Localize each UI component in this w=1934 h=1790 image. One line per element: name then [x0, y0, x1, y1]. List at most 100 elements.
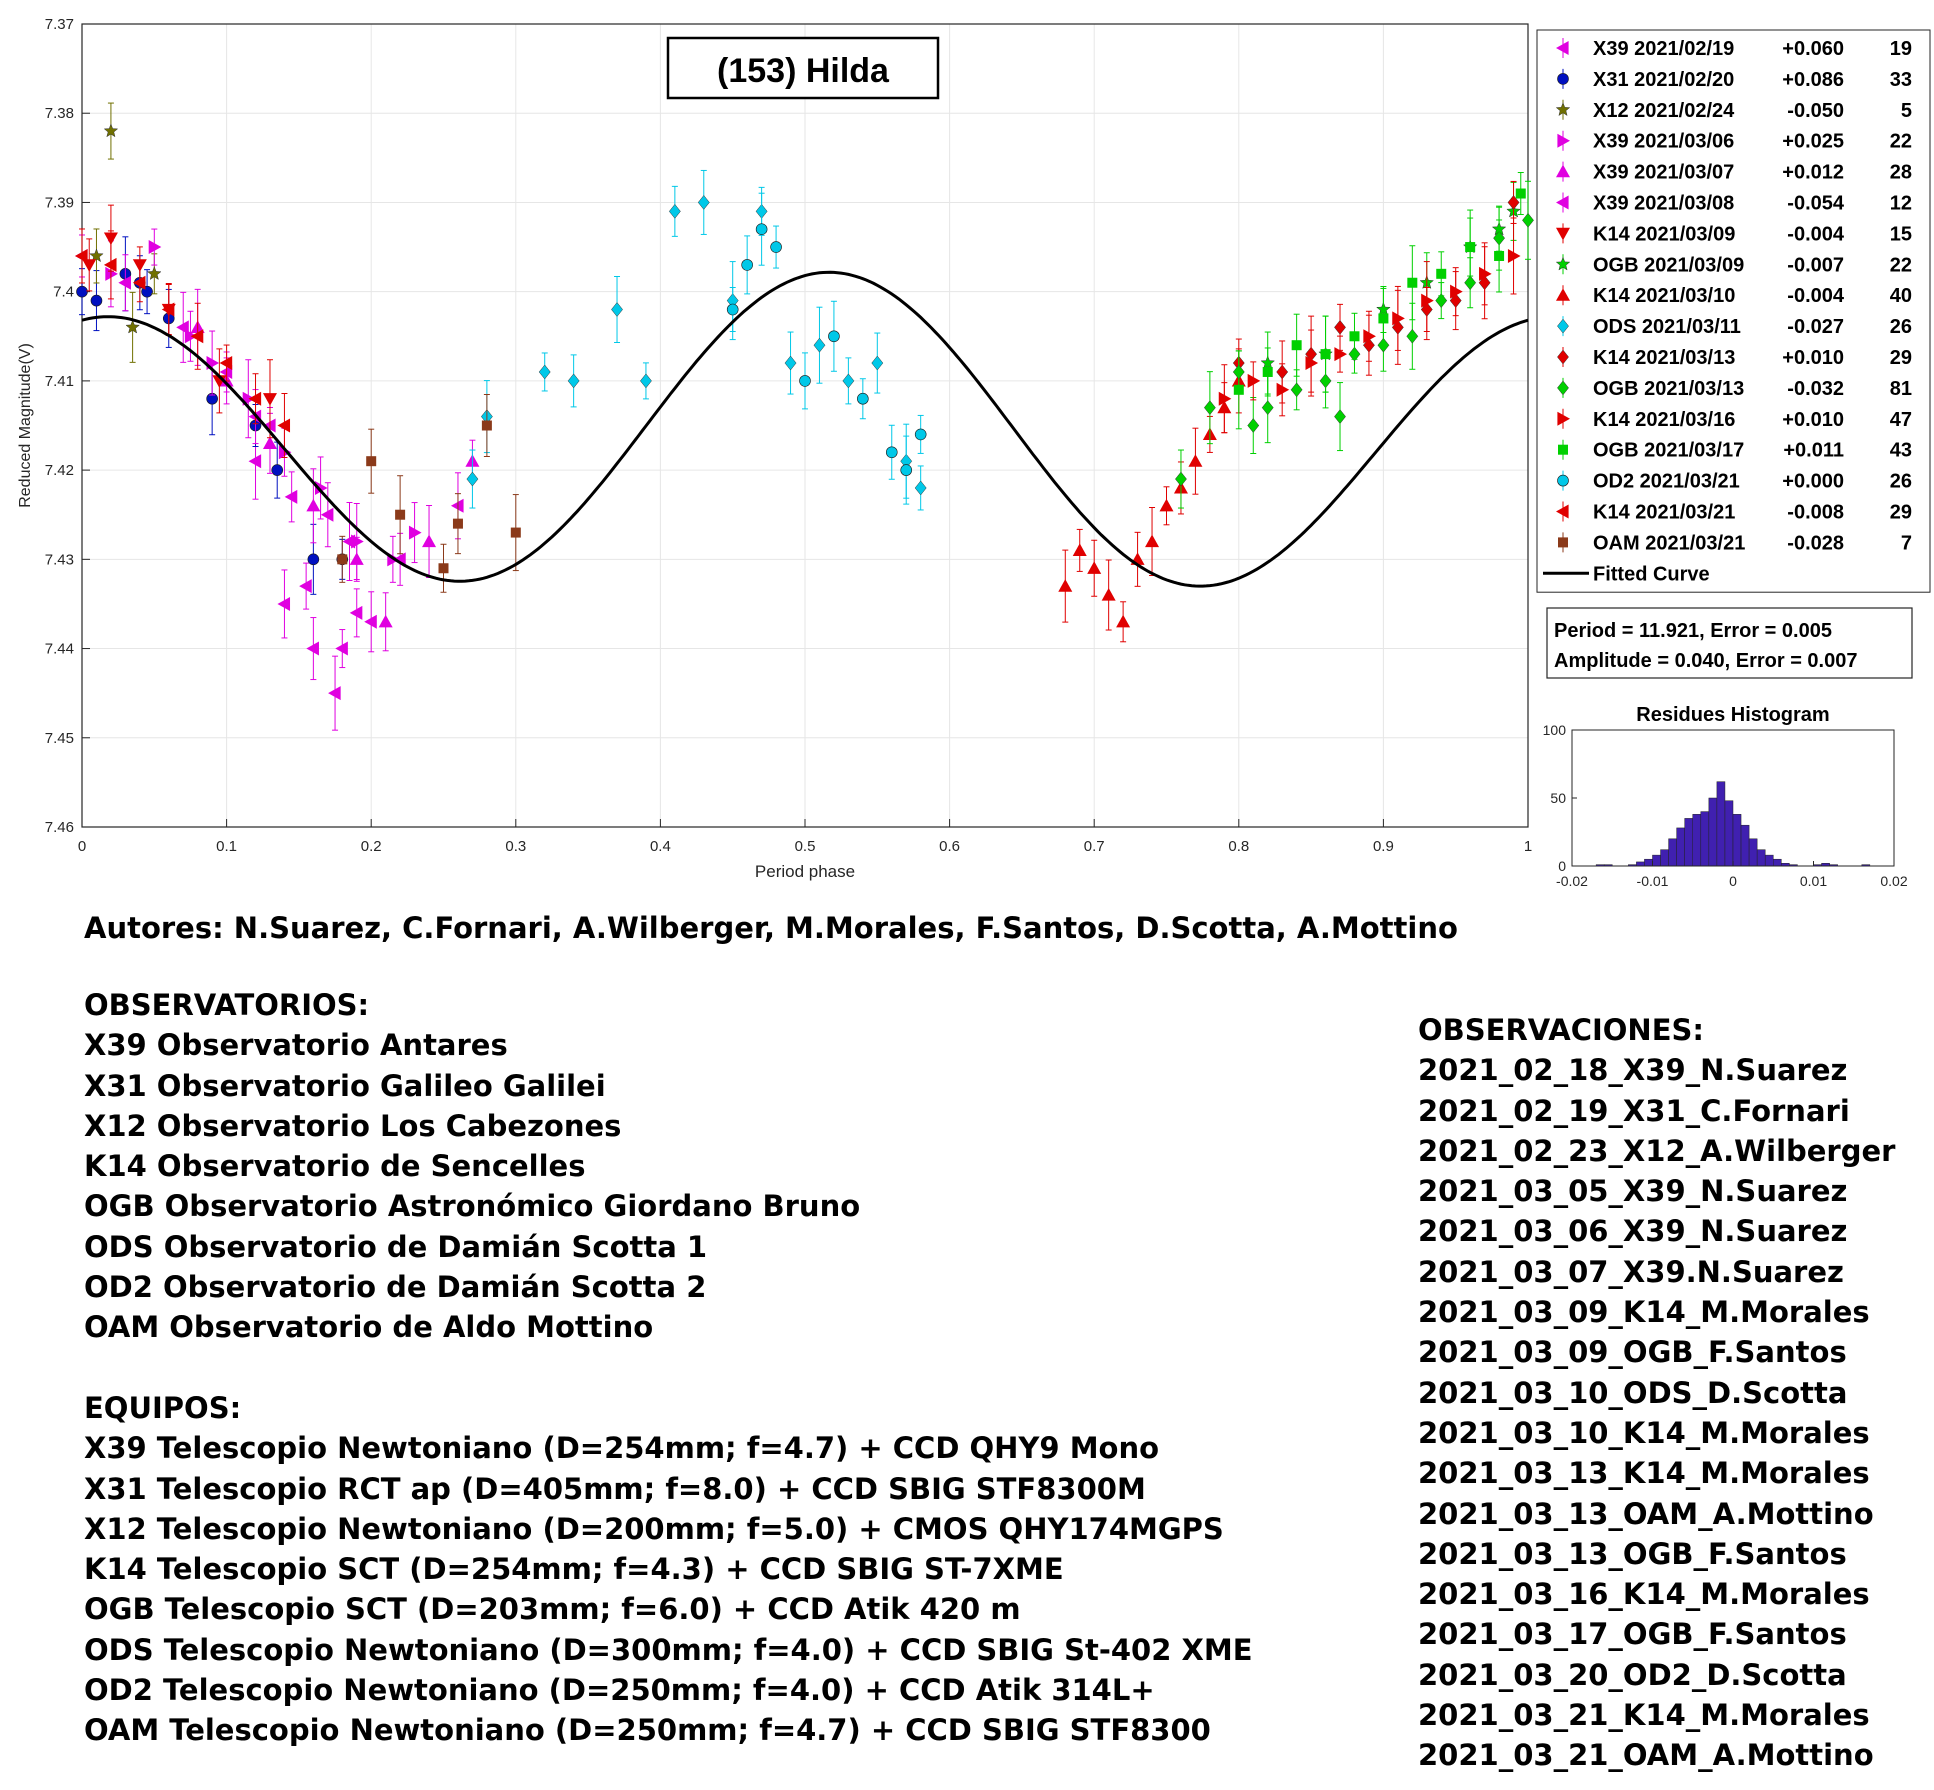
- data-point: [481, 420, 492, 431]
- legend-item: OAM 2021/03/21 -0.028 7: [1558, 532, 1912, 554]
- data-point: [82, 259, 97, 272]
- equipo-item: K14 Telescopio SCT (D=254mm; f=4.3) + CC…: [84, 1552, 1064, 1587]
- data-point: [1305, 356, 1319, 371]
- observatorio-item: X39 Observatorio Antares: [84, 1028, 508, 1063]
- legend-count: 28: [1890, 162, 1912, 184]
- data-point: [395, 509, 406, 520]
- y-tick-label: 7.42: [45, 462, 74, 479]
- data-point: [1247, 418, 1260, 433]
- y-tick-label: 7.38: [45, 105, 74, 122]
- data-point: [103, 123, 119, 138]
- legend-count: 22: [1890, 131, 1912, 153]
- equipo-item: X31 Telescopio RCT ap (D=405mm; f=8.0) +…: [84, 1471, 1146, 1506]
- data-point: [277, 418, 291, 433]
- data-point: [1558, 444, 1568, 455]
- histogram-bar: [1660, 849, 1669, 867]
- data-point: [103, 257, 117, 272]
- histogram-y-tick-label: 100: [1543, 722, 1567, 738]
- data-point: [75, 248, 88, 263]
- fitted-curve: [81, 270, 1529, 588]
- legend-offset: +0.025: [1782, 131, 1844, 153]
- y-tick-label: 7.45: [45, 730, 74, 747]
- fit-info-period: Period = 11.921, Error = 0.005: [1554, 620, 1832, 642]
- data-point: [1247, 373, 1261, 388]
- legend-item: X39 2021/02/19 +0.060 19: [1556, 38, 1912, 60]
- data-point: [770, 241, 782, 253]
- data-point: [328, 686, 341, 701]
- data-point: [438, 563, 449, 574]
- y-axis-label: Reduced Magnitude(V): [17, 343, 34, 508]
- legend-item: ODS 2021/03/11 -0.027 26: [1557, 316, 1912, 338]
- legend-count: 29: [1890, 347, 1912, 369]
- data-point: [314, 480, 328, 495]
- observacion-item: 2021_03_21_K14_M.Morales: [1418, 1698, 1870, 1733]
- data-point: [1557, 380, 1569, 396]
- data-point: [1349, 331, 1360, 342]
- data-point: [640, 373, 652, 389]
- observacion-item: 2021_02_18_X39_N.Suarez: [1418, 1053, 1848, 1088]
- authors-line: Autores: N.Suarez, C.Fornari, A.Wilberge…: [84, 911, 1458, 945]
- data-point: [828, 330, 840, 343]
- data-point: [1334, 347, 1348, 362]
- legend-item: OGB 2021/03/13 -0.032 81: [1557, 377, 1912, 400]
- data-point: [1175, 471, 1187, 487]
- legend-count: 33: [1890, 69, 1912, 91]
- y-tick-label: 7.37: [45, 16, 74, 33]
- histogram-bar: [1652, 854, 1661, 867]
- data-point: [1291, 340, 1302, 351]
- data-point: [1261, 400, 1274, 416]
- data-point: [125, 319, 140, 334]
- data-point: [1218, 391, 1232, 406]
- legend-count: 7: [1901, 532, 1912, 554]
- fit-info-amplitude: Amplitude = 0.040, Error = 0.007: [1554, 650, 1857, 672]
- data-point: [1188, 454, 1203, 467]
- series-group: [1218, 217, 1521, 434]
- observacion-item: 2021_03_13_K14_M.Morales: [1418, 1456, 1870, 1491]
- data-point: [1515, 188, 1526, 199]
- observacion-item: 2021_03_10_ODS_D.Scotta: [1418, 1375, 1848, 1410]
- data-point: [278, 445, 292, 460]
- histogram-bar: [1692, 814, 1702, 867]
- fit-info-box: [1546, 607, 1913, 679]
- data-point: [1378, 313, 1389, 324]
- data-point: [118, 275, 131, 290]
- data-point: [1058, 579, 1073, 592]
- legend-label: OGB 2021/03/09: [1593, 254, 1744, 276]
- x-tick-label: 0.4: [650, 838, 671, 855]
- data-point: [1557, 411, 1570, 426]
- legend-label: ODS 2021/03/11: [1593, 316, 1741, 338]
- x-tick-label: 0.2: [361, 838, 382, 855]
- data-point: [1556, 41, 1569, 55]
- series-group: [337, 394, 521, 593]
- data-point: [271, 464, 284, 476]
- data-point: [277, 596, 291, 611]
- legend-offset: +0.060: [1782, 38, 1844, 60]
- data-point: [1406, 328, 1419, 344]
- observacion-item: 2021_03_10_K14_M.Morales: [1418, 1415, 1870, 1450]
- y-tick-label: 7.4: [53, 284, 74, 301]
- x-tick-label: 0.3: [505, 838, 526, 855]
- data-point: [1556, 195, 1569, 210]
- equipo-item: ODS Telescopio Newtoniano (D=300mm; f=4.…: [84, 1632, 1253, 1667]
- observacion-item: 2021_02_23_X12_A.Wilberger: [1418, 1133, 1896, 1168]
- data-point: [1334, 319, 1346, 335]
- legend-offset: +0.010: [1782, 347, 1844, 369]
- data-point: [299, 579, 312, 594]
- data-point: [1087, 561, 1102, 574]
- data-point: [914, 428, 927, 441]
- histogram-bar: [1764, 854, 1774, 867]
- data-point: [1556, 227, 1570, 241]
- legend-offset: -0.004: [1787, 285, 1845, 307]
- observacion-item: 2021_03_20_OD2_D.Scotta: [1418, 1657, 1847, 1692]
- data-point: [132, 275, 146, 290]
- legend-label: OD2 2021/03/21: [1593, 471, 1740, 493]
- data-point: [1465, 242, 1476, 253]
- legend-item: X31 2021/02/20 +0.086 33: [1557, 68, 1912, 91]
- data-point: [466, 471, 479, 487]
- data-point: [813, 337, 826, 353]
- x-tick-label: 0.9: [1373, 838, 1394, 855]
- data-point: [90, 294, 103, 307]
- y-tick-label: 7.46: [45, 819, 74, 836]
- data-point: [337, 554, 348, 565]
- observacion-item: 2021_03_09_K14_M.Morales: [1418, 1295, 1870, 1330]
